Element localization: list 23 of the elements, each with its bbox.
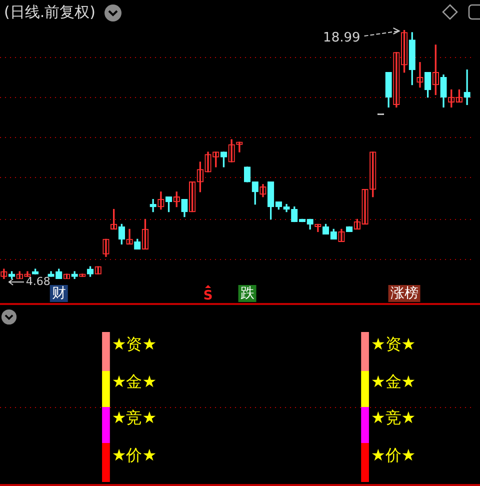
annotation: ★竞★ <box>112 408 157 428</box>
annotation: ★资★ <box>112 334 157 354</box>
bar <box>361 443 369 482</box>
text: ★金★ <box>370 372 416 392</box>
bar <box>102 332 110 371</box>
bar <box>102 371 110 407</box>
bar <box>361 371 369 407</box>
annotation: ★金★ <box>112 372 157 392</box>
chart-title: (日线.前复权) <box>4 2 96 21</box>
bar <box>361 332 369 371</box>
text: S <box>203 288 213 304</box>
bar <box>102 443 110 482</box>
annotation: 18.99 <box>323 30 360 46</box>
annotation: ★价★ <box>112 446 157 465</box>
annotation: 4.68 <box>26 274 50 288</box>
bar <box>361 407 369 443</box>
bar <box>102 407 110 443</box>
text: 财 <box>52 286 66 302</box>
text: ★价★ <box>370 446 416 465</box>
text: 涨榜 <box>390 286 418 302</box>
text: ★竞★ <box>370 408 416 428</box>
text: 跌 <box>240 286 254 302</box>
text: ★资★ <box>370 334 416 354</box>
